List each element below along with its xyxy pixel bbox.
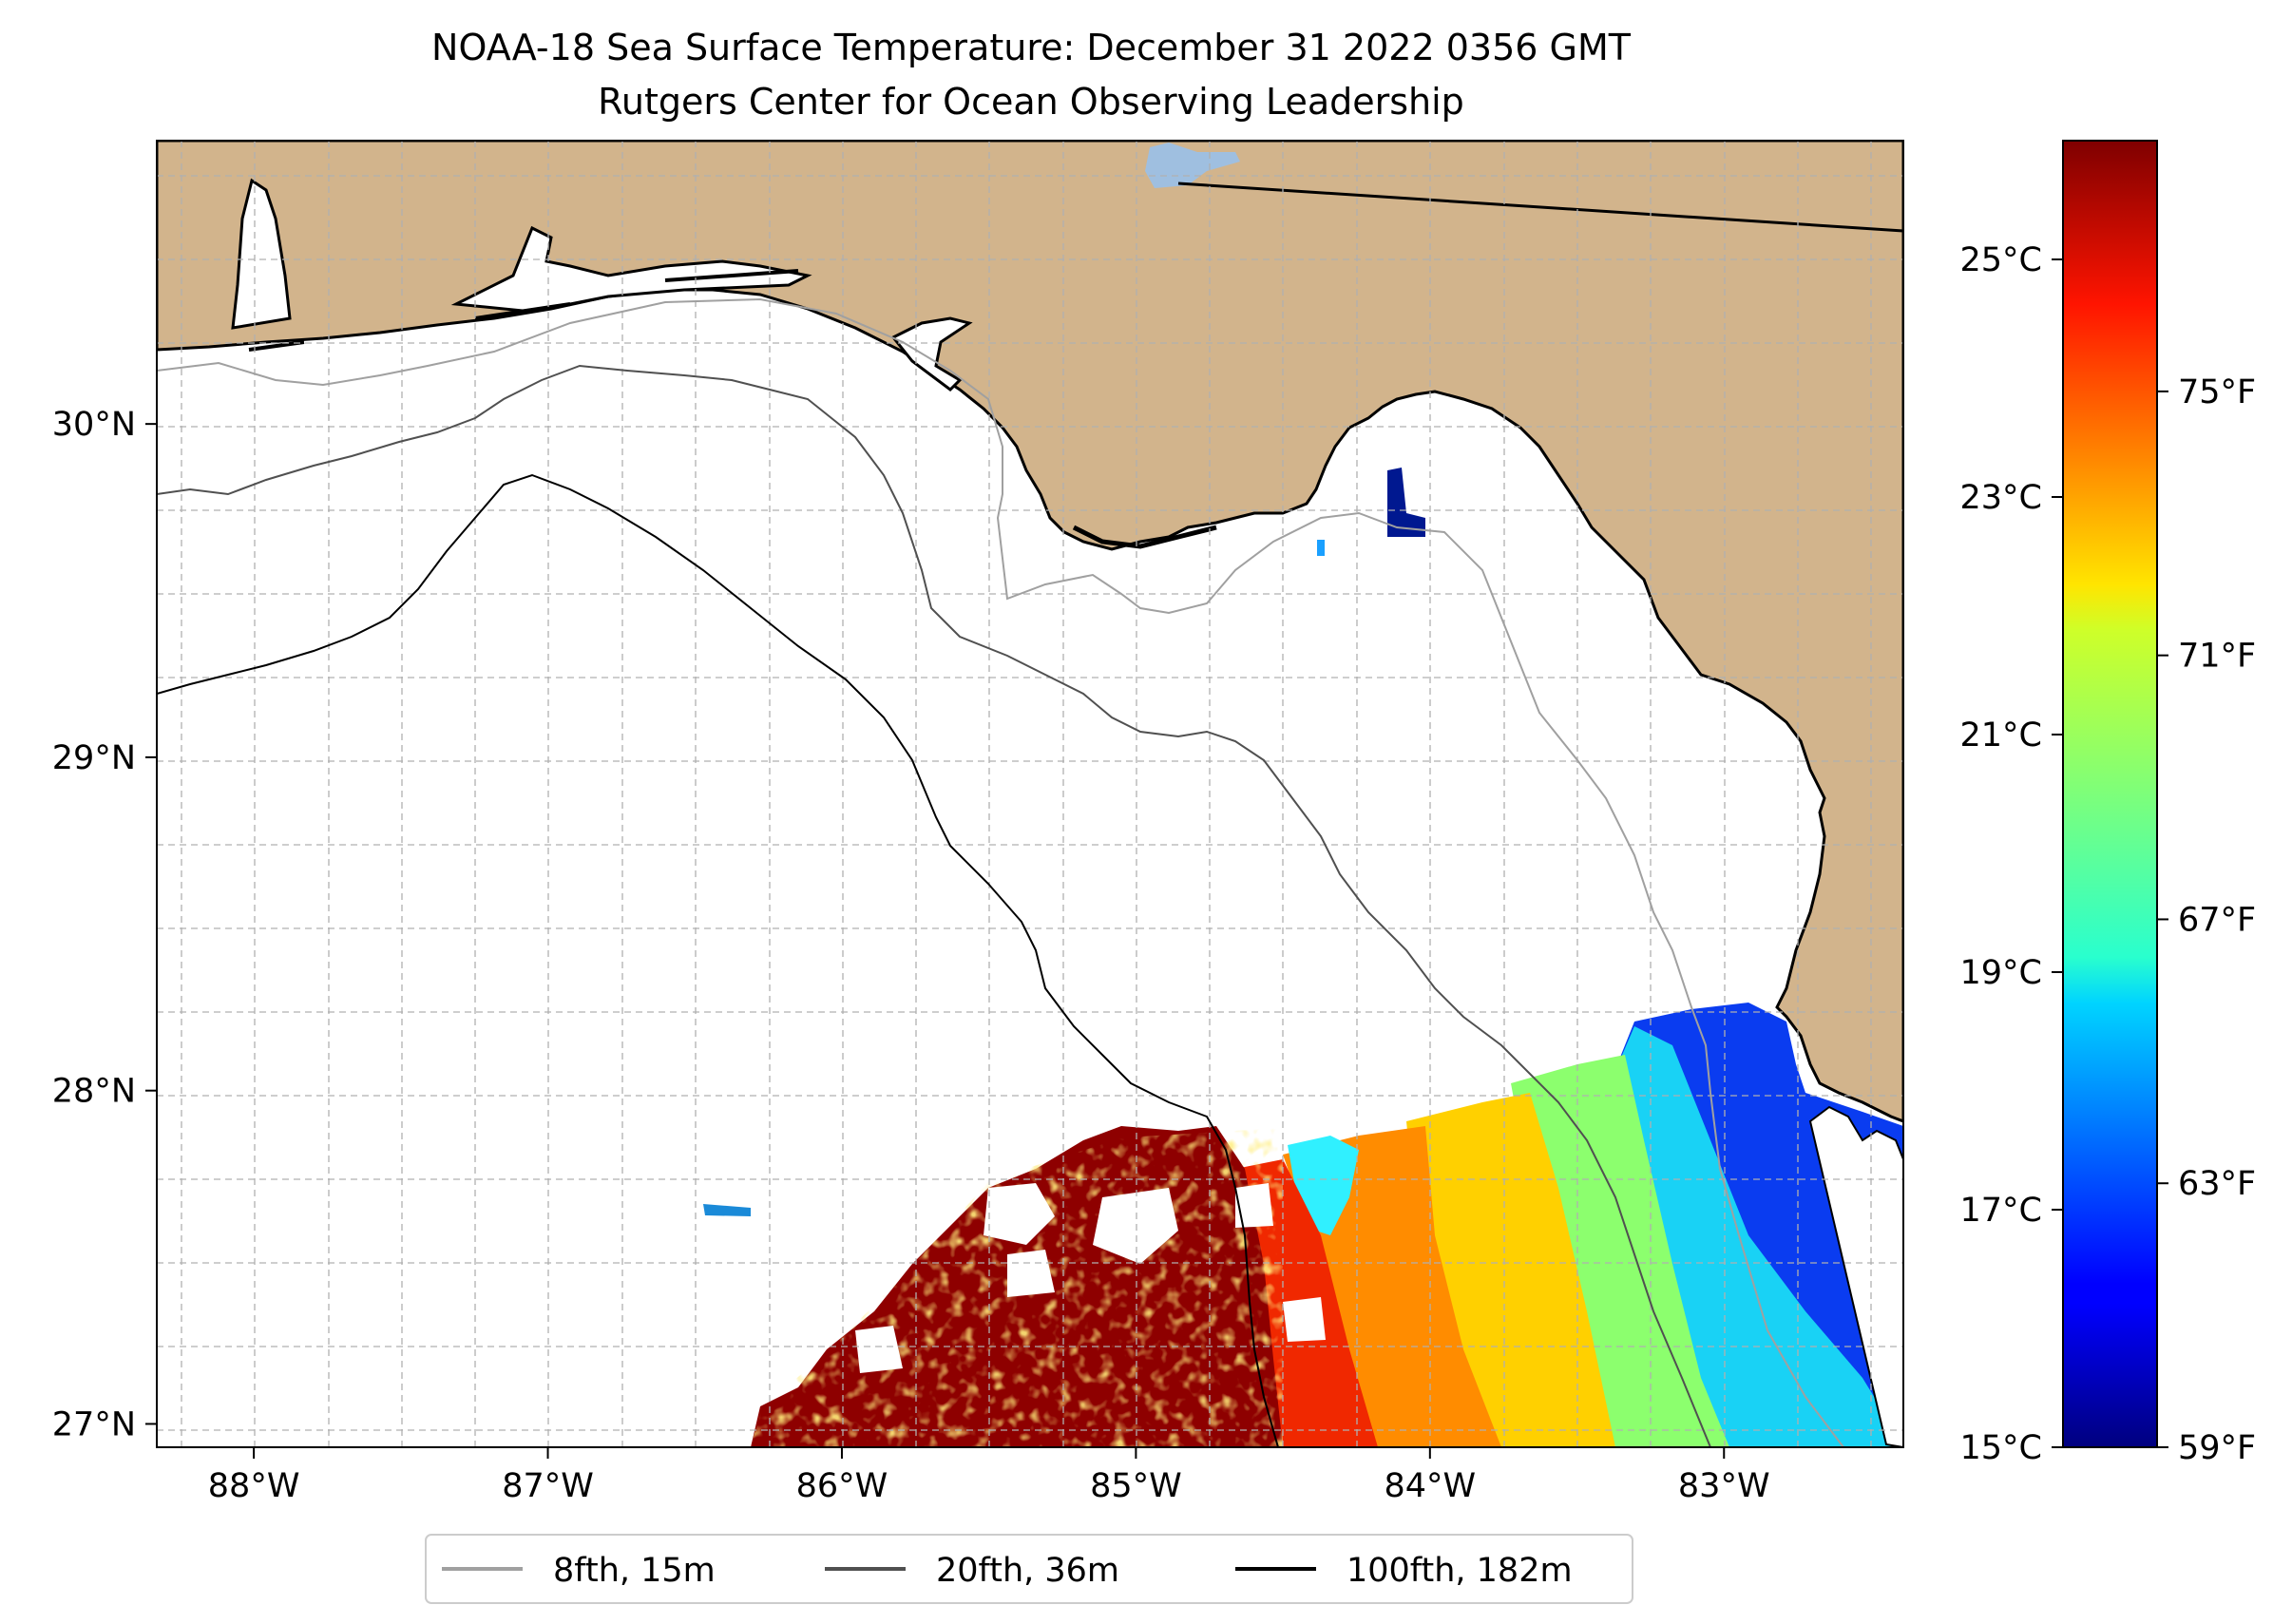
coastline-marsh [1808, 1105, 1903, 1447]
cloud-gap [855, 1326, 903, 1373]
colorbar-fahrenheit-label: 75°F [2178, 373, 2256, 411]
chart-subtitle: Rutgers Center for Ocean Observing Leade… [598, 81, 1464, 123]
sst-patch-small [1317, 540, 1325, 556]
land-florida [157, 141, 1903, 1123]
colorbar-fahrenheit-label: 59°F [2178, 1429, 2256, 1467]
barrier-island [1072, 525, 1217, 549]
isobath-8fth [157, 297, 1844, 1447]
cloud-gap [1093, 1188, 1178, 1264]
colorbar-fahrenheit-label: 67°F [2178, 901, 2256, 939]
chart-title: NOAA-18 Sea Surface Temperature: Decembe… [431, 27, 1632, 68]
legend-box [425, 1534, 1633, 1604]
colorbar: 15°C 17°C 19°C 21°C 23°C 25°C 59°F 63°F 67°F 71°… [1960, 140, 2256, 1467]
map-frame [156, 140, 1904, 1448]
colorbar-celsius-axis: 15°C 17°C 19°C 21°C 23°C 25°C [1960, 241, 2063, 1467]
sst-patch-nearshore [1387, 468, 1425, 537]
isobath-legend: 8fth, 15m 20fth, 36m 100fth, 182m [425, 1534, 1633, 1604]
legend-label-100fth: 100fth, 182m [1347, 1552, 1573, 1590]
colorbar-celsius-label: 23°C [1960, 479, 2042, 517]
colorbar-gradient [2062, 140, 2158, 1448]
inland-lake [1145, 143, 1240, 188]
state-border [1177, 182, 1903, 233]
y-axis: 27°N 28°N 29°N 30°N [52, 406, 157, 1443]
cloud-gap [984, 1183, 1055, 1245]
coastal-bay [231, 178, 292, 330]
y-tick-label: 30°N [52, 406, 136, 444]
cloud-gap [1007, 1250, 1055, 1297]
sst-patch-offshore [703, 1204, 751, 1216]
legend-label-20fth: 20fth, 36m [936, 1552, 1119, 1590]
colorbar-fahrenheit-label: 63°F [2178, 1165, 2256, 1203]
coastal-bay [450, 225, 812, 314]
colorbar-fahrenheit-label: 71°F [2178, 638, 2256, 676]
x-tick-label: 88°W [208, 1467, 300, 1505]
colorbar-celsius-label: 19°C [1960, 954, 2042, 992]
x-tick-label: 83°W [1678, 1467, 1770, 1505]
graticule [157, 141, 1903, 1447]
colorbar-celsius-label: 21°C [1960, 716, 2042, 755]
colorbar-fahrenheit-axis: 59°F 63°F 67°F 71°F 75°F [2157, 373, 2256, 1467]
map-panel [157, 141, 1903, 1447]
colorbar-celsius-label: 25°C [1960, 241, 2042, 279]
colorbar-celsius-label: 15°C [1960, 1429, 2042, 1467]
x-axis: 88°W 87°W 86°W 85°W 84°W 83°W [208, 1447, 1770, 1505]
x-tick-label: 84°W [1384, 1467, 1476, 1505]
y-tick-label: 27°N [52, 1405, 136, 1443]
x-tick-label: 87°W [502, 1467, 594, 1505]
cloud-gap [1283, 1297, 1326, 1342]
y-tick-label: 28°N [52, 1073, 136, 1111]
isobath-20fth [157, 364, 1711, 1447]
x-tick-label: 86°W [796, 1467, 888, 1505]
isobath-100fth [157, 473, 1279, 1447]
legend-label-8fth: 8fth, 15m [553, 1552, 716, 1590]
x-tick-label: 85°W [1090, 1467, 1182, 1505]
colorbar-celsius-label: 17°C [1960, 1192, 2042, 1230]
coastal-bay [890, 316, 973, 392]
cloud-gap [1235, 1183, 1273, 1228]
y-tick-label: 29°N [52, 739, 136, 777]
